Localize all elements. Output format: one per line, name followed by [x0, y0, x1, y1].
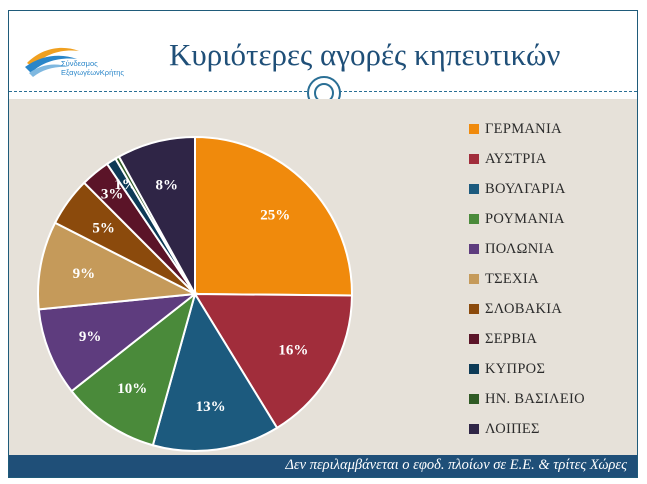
- legend-swatch-2: [469, 184, 479, 194]
- legend-swatch-4: [469, 244, 479, 254]
- data-label-1: 16%: [278, 343, 308, 359]
- legend-label-1: ΑΥΣΤΡΙΑ: [485, 151, 547, 167]
- legend-label-7: ΣΕΡΒΙΑ: [485, 331, 538, 347]
- pie-slice-1: [193, 292, 354, 430]
- logo: Σύνδεσμος ΕξαγωγέωνΚρήτης: [23, 33, 153, 83]
- logo-line-1: Σύνδεσμος: [61, 59, 98, 68]
- slide-frame: Σύνδεσμος ΕξαγωγέωνΚρήτης Κυριότερες αγο…: [8, 10, 638, 478]
- legend-label-4: ΠΟΛΩΝΙΑ: [485, 241, 555, 257]
- legend-label-0: ΓΕΡΜΑΝΙΑ: [485, 121, 562, 137]
- slide-header: Σύνδεσμος ΕξαγωγέωνΚρήτης Κυριότερες αγο…: [9, 11, 637, 110]
- legend-swatch-10: [469, 424, 479, 434]
- legend-swatch-7: [469, 334, 479, 344]
- pie-slice-0: [194, 135, 353, 297]
- data-label-10: 8%: [155, 178, 178, 194]
- legend-label-10: ΛΟΙΠΕΣ: [485, 421, 540, 437]
- legend-swatch-9: [469, 394, 479, 404]
- pie-slice-3: [70, 291, 197, 447]
- legend-label-3: ΡΟΥΜΑΝΙΑ: [485, 211, 565, 227]
- pie-slice-10: [117, 135, 196, 298]
- legend-label-6: ΣΛΟΒΑΚΙΑ: [485, 301, 563, 317]
- pie-chart: 25%16%13%10%9%9%5%3%1% 8%: [37, 135, 354, 452]
- footer-bar: Δεν περιλαμβάνεται ο εφοδ. πλοίων σε Ε.Ε…: [9, 455, 637, 477]
- data-label-7: 3%: [101, 186, 124, 202]
- legend-label-5: ΤΣΕΧΙΑ: [485, 271, 539, 287]
- legend-label-2: ΒΟΥΛΓΑΡΙΑ: [485, 181, 566, 197]
- logo-text: Σύνδεσμος ΕξαγωγέωνΚρήτης: [61, 59, 124, 77]
- footer-note: Δεν περιλαμβάνεται ο εφοδ. πλοίων σε Ε.Ε…: [285, 457, 627, 473]
- chart-area: 25% 16% 13% 10% 9% 9% 5% 3% 1% 8% ΓΕΡΜΑΝΙΑ ΑΥΣΤΡΙΑ…: [9, 99, 637, 455]
- legend-swatch-1: [469, 154, 479, 164]
- logo-swoosh-icon: [25, 47, 79, 77]
- logo-line-2: ΕξαγωγέωνΚρήτης: [61, 68, 124, 77]
- page-title: Κυριότερες αγορές κηπευτικών: [169, 37, 561, 72]
- legend-label-9: ΗΝ. ΒΑΣΙΛΕΙΟ: [485, 391, 585, 407]
- legend-swatch-5: [469, 274, 479, 284]
- data-label-5: 9%: [73, 266, 96, 282]
- legend-swatch-6: [469, 304, 479, 314]
- data-label-4: 9%: [79, 329, 102, 345]
- data-label-2: 13%: [196, 399, 226, 415]
- data-label-3: 10%: [117, 381, 147, 397]
- legend-swatch-8: [469, 364, 479, 374]
- data-label-0: 25%: [260, 207, 290, 223]
- pie-slice-2: [151, 291, 279, 452]
- legend-swatch-0: [469, 124, 479, 134]
- legend-label-8: ΚΥΠΡΟΣ: [485, 361, 546, 377]
- pie-slice-4: [37, 292, 199, 393]
- legend-swatch-3: [469, 214, 479, 224]
- data-label-6: 5%: [92, 220, 115, 236]
- pie-slice-5: [37, 221, 199, 311]
